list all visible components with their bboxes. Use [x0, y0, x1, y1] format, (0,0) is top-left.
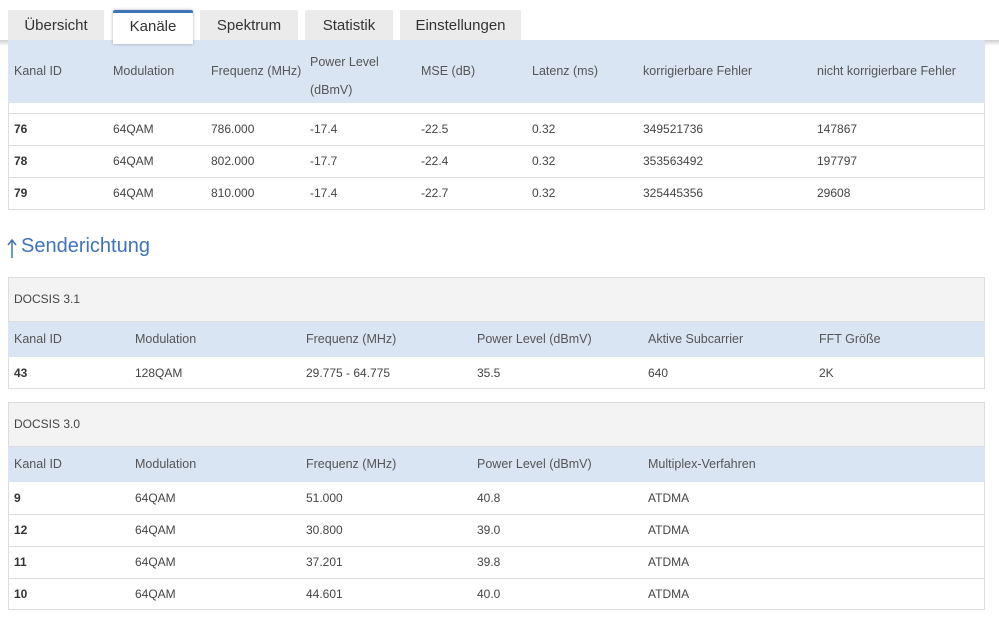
column-header: Modulation [135, 457, 197, 471]
table-cell: 64QAM [135, 491, 176, 505]
table-cell: 0.32 [532, 154, 556, 168]
table-cell: 29.775 - 64.775 [306, 366, 391, 380]
table-cell: -22.7 [421, 186, 449, 200]
table-cell: 810.000 [211, 186, 255, 200]
table-title-bar [8, 277, 985, 322]
column-header: FFT Größe [819, 332, 881, 346]
table-frame [8, 40, 985, 210]
table-cell: -22.4 [421, 154, 449, 168]
table-cell: 64QAM [113, 186, 154, 200]
table-title: DOCSIS 3.1 [14, 292, 81, 306]
table-cell: 197797 [817, 154, 858, 168]
table-cell: 325445356 [643, 186, 704, 200]
up-arrow-icon [7, 238, 17, 258]
row-divider [8, 145, 985, 146]
table-cell: 44.601 [306, 587, 343, 601]
table-cell: 12 [14, 523, 28, 537]
table-cell: 40.8 [477, 491, 501, 505]
table-cell: 37.201 [306, 555, 343, 569]
column-header: Power Level (dBmV) [310, 55, 379, 97]
table-cell: 0.32 [532, 122, 556, 136]
table-cell: 0.32 [532, 186, 556, 200]
table-cell: 78 [14, 154, 28, 168]
tab[interactable]: Statistik [305, 10, 393, 41]
table-cell: 10 [14, 587, 28, 601]
column-header: Latenz (ms) [532, 64, 598, 78]
tab[interactable]: Kanäle [113, 10, 193, 44]
table-cell: 349521736 [643, 122, 704, 136]
table-cell: ATDMA [648, 587, 690, 601]
table-cell: 640 [648, 366, 669, 380]
column-header: Power Level (dBmV) [477, 332, 592, 346]
column-header: nicht korrigierbare Fehler [817, 64, 956, 78]
table-cell: -17.7 [310, 154, 338, 168]
column-header: Modulation [135, 332, 197, 346]
row-divider [8, 546, 985, 547]
column-header: Modulation [113, 64, 175, 78]
row-divider [8, 113, 985, 114]
column-header: korrigierbare Fehler [643, 64, 753, 78]
column-header: Kanal ID [14, 64, 62, 78]
tab[interactable]: Spektrum [200, 10, 298, 41]
tab[interactable]: Einstellungen [400, 10, 521, 41]
row-divider [8, 514, 985, 515]
column-header: Aktive Subcarrier [648, 332, 744, 346]
row-divider [8, 177, 985, 178]
table-cell: 79 [14, 186, 28, 200]
table-cell: -17.4 [310, 122, 338, 136]
column-header: Frequenz (MHz) [306, 332, 397, 346]
table-cell: 64QAM [113, 122, 154, 136]
table-cell: 76 [14, 122, 28, 136]
table-cell: 51.000 [306, 491, 343, 505]
table-cell: 128QAM [135, 366, 183, 380]
column-header: Frequenz (MHz) [306, 457, 397, 471]
row-divider [8, 578, 985, 579]
table-cell: 802.000 [211, 154, 255, 168]
table-title-bar [8, 402, 985, 447]
table-cell: 29608 [817, 186, 851, 200]
table-cell: 39.8 [477, 555, 501, 569]
table-cell: 9 [14, 491, 21, 505]
column-header: Multiplex-Verfahren [648, 457, 756, 471]
column-header: Frequenz (MHz) [211, 64, 302, 78]
table-cell: ATDMA [648, 523, 690, 537]
header-row [8, 447, 985, 482]
table-cell: 35.5 [477, 366, 501, 380]
table-cell: ATDMA [648, 555, 690, 569]
column-header: Power Level (dBmV) [477, 457, 592, 471]
table-cell: 64QAM [135, 523, 176, 537]
table-cell: 11 [14, 555, 27, 569]
section-title: Senderichtung [21, 235, 150, 257]
table-cell: 2K [819, 366, 834, 380]
table-cell: 43 [14, 366, 28, 380]
table-cell: -22.5 [421, 122, 449, 136]
tab[interactable]: Übersicht [8, 10, 104, 41]
table-cell: -17.4 [310, 186, 338, 200]
header-row [8, 322, 985, 357]
table-cell: ATDMA [648, 491, 690, 505]
table-title: DOCSIS 3.0 [14, 417, 81, 431]
table-cell: 30.800 [306, 523, 343, 537]
column-header: Kanal ID [14, 332, 62, 346]
table-cell: 64QAM [135, 587, 176, 601]
table-cell: 353563492 [643, 154, 704, 168]
column-header: MSE (dB) [421, 64, 476, 78]
table-cell: 39.0 [477, 523, 501, 537]
header-row [8, 40, 985, 103]
table-cell: 64QAM [135, 555, 176, 569]
table-cell: 64QAM [113, 154, 154, 168]
column-header: Kanal ID [14, 457, 62, 471]
table-cell: 147867 [817, 122, 858, 136]
table-cell: 786.000 [211, 122, 255, 136]
table-cell: 40.0 [477, 587, 501, 601]
